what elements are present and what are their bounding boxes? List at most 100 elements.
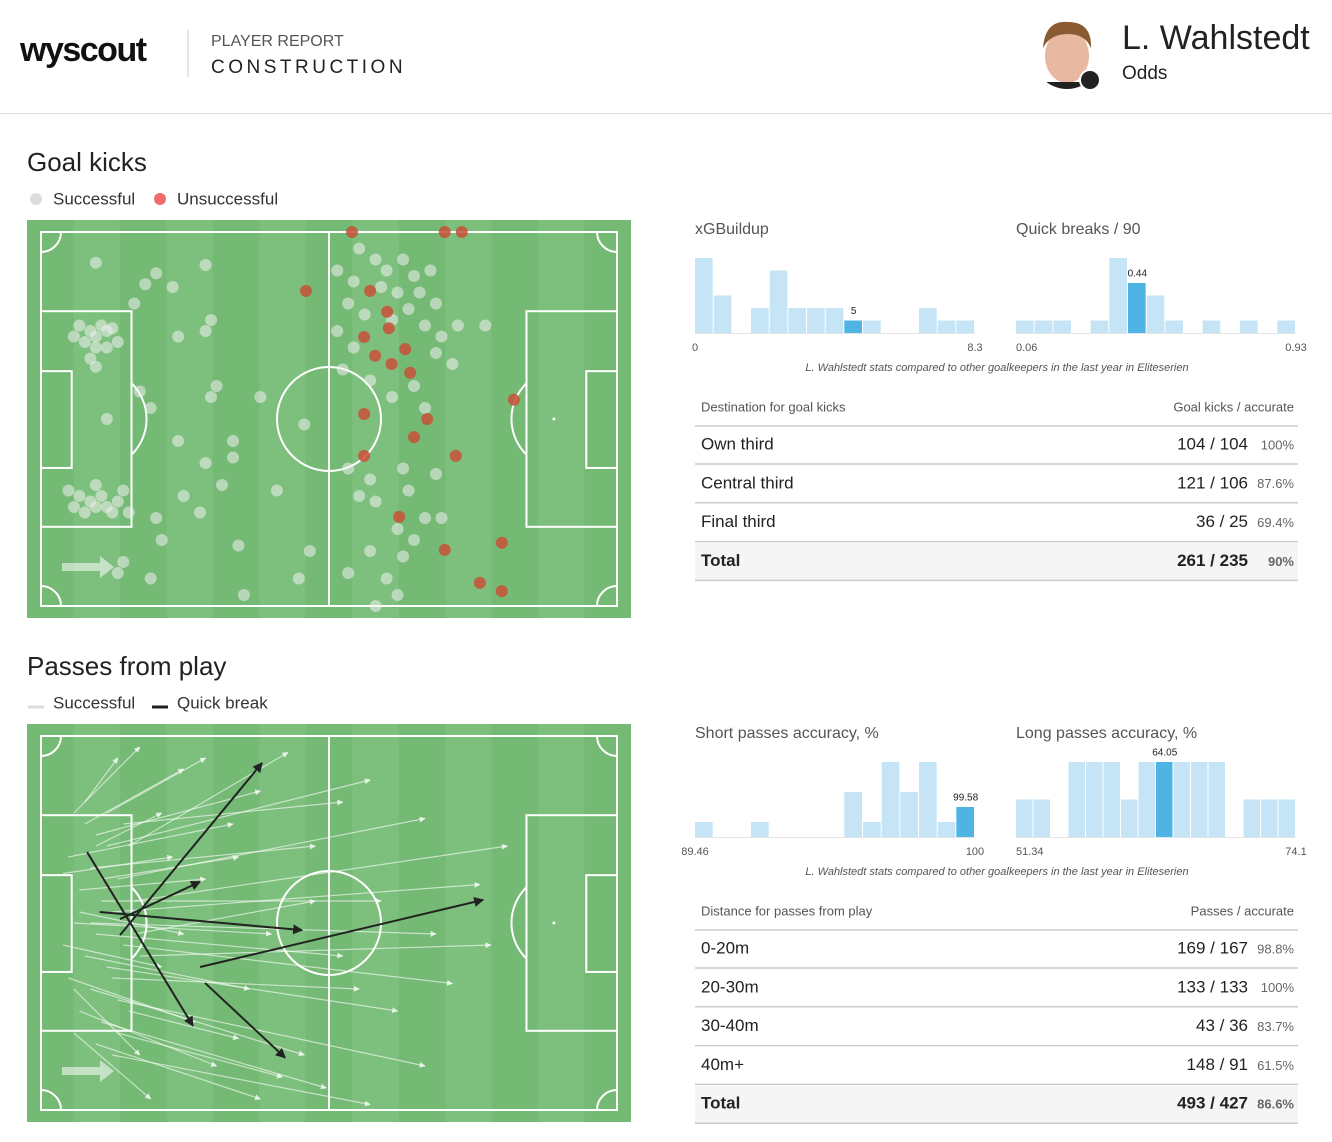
goal-kick-dot bbox=[227, 451, 239, 464]
quick-break-arrow bbox=[99, 911, 304, 935]
goal-kick-dot bbox=[386, 391, 399, 403]
goal-kick-dot bbox=[399, 343, 412, 356]
row-ratio: 43 / 36 bbox=[1196, 1016, 1248, 1035]
goal-kick-dot bbox=[408, 431, 421, 444]
goal-kick-dot bbox=[381, 305, 394, 318]
goal-kick-dot bbox=[385, 358, 398, 370]
histogram-bar bbox=[1240, 320, 1258, 333]
goal-kick-dot bbox=[336, 363, 349, 376]
histogram-bar bbox=[788, 308, 806, 333]
row-label: Total bbox=[701, 1094, 740, 1113]
goal-kick-dot bbox=[375, 281, 388, 293]
goal-kick-dot bbox=[298, 418, 311, 431]
pass-arrow bbox=[117, 816, 426, 880]
histogram-bar bbox=[1128, 283, 1146, 333]
row-percent: 83.7% bbox=[1257, 1019, 1294, 1034]
pass-arrow bbox=[84, 955, 251, 991]
goal-kick-dot bbox=[342, 567, 355, 579]
histogram-min: 0 bbox=[692, 342, 698, 354]
pitch-line bbox=[40, 1089, 62, 1111]
goal-kick-dot bbox=[421, 413, 434, 425]
table-header: Distance for passes from play bbox=[701, 903, 873, 918]
pitch-stripe bbox=[538, 724, 585, 1122]
histogram-bar bbox=[1103, 762, 1120, 837]
goal-kick-dot bbox=[210, 380, 223, 392]
goal-kick-dot bbox=[429, 297, 442, 310]
goal-kick-dot bbox=[144, 402, 157, 414]
goal-kick-dot bbox=[495, 536, 508, 549]
histogram-bar bbox=[807, 308, 825, 333]
goal-kick-dot bbox=[353, 490, 366, 502]
legend-label: Quick break bbox=[177, 693, 268, 712]
goal-kick-dot bbox=[346, 226, 359, 238]
pass-arrow bbox=[112, 1054, 371, 1107]
pitch-line bbox=[585, 874, 619, 973]
total-row bbox=[695, 1086, 1298, 1124]
total-row bbox=[695, 543, 1298, 581]
goal-kick-dot bbox=[194, 506, 207, 519]
pitch-line bbox=[40, 735, 62, 757]
pitch-stripe bbox=[538, 220, 585, 618]
pitch-spot bbox=[552, 417, 556, 421]
histogram-bar bbox=[1109, 258, 1127, 333]
legend-label: Unsuccessful bbox=[177, 189, 278, 208]
pitch-stripe bbox=[166, 220, 213, 618]
histogram-bar bbox=[919, 762, 937, 837]
pass-arrow bbox=[62, 944, 163, 969]
goal-kick-dot bbox=[89, 501, 102, 513]
row-label: 20-30m bbox=[701, 977, 759, 996]
goal-kick-dot bbox=[419, 319, 431, 332]
row-percent: 86.6% bbox=[1257, 1097, 1294, 1112]
pitch-line bbox=[596, 231, 618, 253]
team-badge bbox=[1079, 69, 1101, 91]
caption: L. Wahlstedt stats compared to other goa… bbox=[805, 866, 1188, 878]
goal-kick-dot bbox=[369, 349, 382, 362]
goal-kick-dot bbox=[67, 330, 80, 343]
goal-kick-dot bbox=[451, 319, 464, 332]
pitch-line bbox=[40, 370, 73, 469]
goal-kick-dot bbox=[391, 286, 404, 299]
goal-kick-dot bbox=[393, 510, 406, 523]
histogram-max: 0.93 bbox=[1285, 342, 1306, 354]
histogram-max: 8.3 bbox=[967, 342, 982, 354]
row-ratio: 148 / 91 bbox=[1187, 1055, 1248, 1074]
pitch-line bbox=[40, 231, 62, 253]
histogram-bar bbox=[1138, 762, 1155, 837]
pass-arrow bbox=[95, 933, 344, 959]
goal-kick-dot bbox=[397, 550, 410, 563]
histogram-title: Long passes accuracy, % bbox=[1016, 725, 1197, 742]
goal-kick-dot bbox=[205, 391, 218, 403]
player-photo bbox=[1033, 21, 1101, 89]
goal-kick-dot bbox=[391, 523, 404, 535]
row-label: Own third bbox=[701, 434, 774, 453]
pitch-stripe bbox=[73, 220, 120, 618]
goal-kick-dot bbox=[380, 572, 393, 585]
histogram-bar bbox=[937, 822, 956, 837]
histogram-bar bbox=[769, 270, 788, 333]
goal-kick-dot bbox=[89, 479, 102, 491]
goal-kick-dot bbox=[237, 589, 250, 601]
pitch-line bbox=[130, 886, 148, 960]
goal-kick-dot bbox=[106, 506, 119, 519]
row-label: Central third bbox=[701, 473, 794, 492]
histogram-min: 89.46 bbox=[681, 846, 709, 858]
pass-arrow bbox=[123, 944, 454, 986]
pitch-line bbox=[596, 585, 618, 607]
histogram-bar bbox=[1034, 320, 1053, 333]
goal-kick-dot bbox=[100, 413, 113, 425]
pass-arrow bbox=[84, 757, 119, 803]
histogram-bar bbox=[825, 308, 844, 333]
histogram-bar bbox=[1090, 320, 1109, 333]
histogram-bar bbox=[863, 822, 881, 837]
histogram-bar bbox=[844, 792, 862, 837]
pitch-stripe bbox=[259, 724, 306, 1122]
histogram-bar bbox=[1016, 320, 1034, 333]
goal-kick-dot bbox=[117, 484, 130, 497]
goal-kick-dot bbox=[402, 484, 415, 497]
histogram-bar bbox=[751, 308, 769, 333]
pass-arrow bbox=[117, 999, 426, 1068]
pass-arrow bbox=[79, 911, 185, 936]
goal-kick-dot bbox=[438, 543, 451, 556]
